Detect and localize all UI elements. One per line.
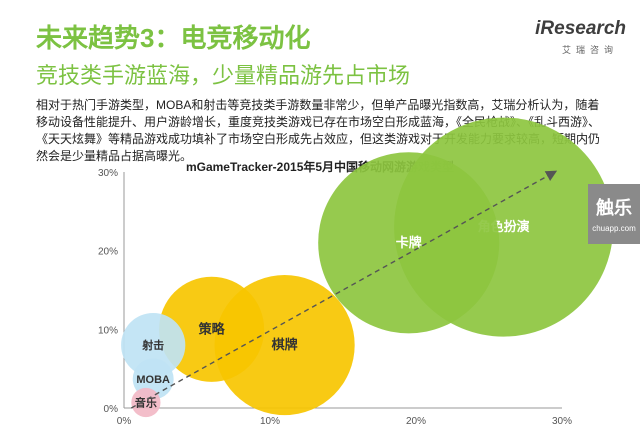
bubble-label: 射击 [141, 338, 164, 352]
bubble-group: 策略 [159, 276, 265, 382]
y-tick-label: 30% [98, 168, 118, 179]
bubble-label: 棋牌 [271, 337, 298, 352]
bubble-label: 音乐 [135, 395, 157, 409]
page-subtitle: 竞技类手游蓝海，少量精品游先占市场 [36, 63, 411, 88]
bubble-label: 卡牌 [396, 235, 422, 250]
watermark-sub: chuapp.com [592, 224, 636, 233]
iresearch-logo: iResearch 艾瑞咨询 [535, 18, 626, 58]
y-tick-label: 10% [98, 325, 118, 336]
bubble [121, 312, 186, 378]
chuapp-watermark: 触乐 chuapp.com [588, 184, 640, 244]
y-tick-label: 0% [104, 404, 119, 415]
bubble [159, 276, 265, 382]
logo-main-text: iResearch [535, 18, 626, 39]
bubble [131, 387, 161, 418]
watermark-main: 触乐 [596, 198, 632, 218]
logo-sub-text: 艾瑞咨询 [561, 45, 618, 55]
bubble [318, 152, 500, 334]
bubble-group: 音乐 [131, 387, 161, 418]
x-tick-label: 20% [406, 416, 426, 427]
x-tick-label: 30% [552, 416, 572, 427]
x-tick-label: 0% [117, 416, 132, 427]
y-tick-label: 20% [98, 247, 118, 258]
bubble-group: 卡牌 [318, 152, 500, 334]
bubble-label: MOBA [136, 374, 170, 386]
bubble-label: 策略 [199, 321, 226, 336]
bubble-group: 射击 [121, 312, 186, 378]
x-tick-label: 10% [260, 416, 280, 427]
page-title: 未来趋势3：电竞移动化 [36, 23, 311, 53]
